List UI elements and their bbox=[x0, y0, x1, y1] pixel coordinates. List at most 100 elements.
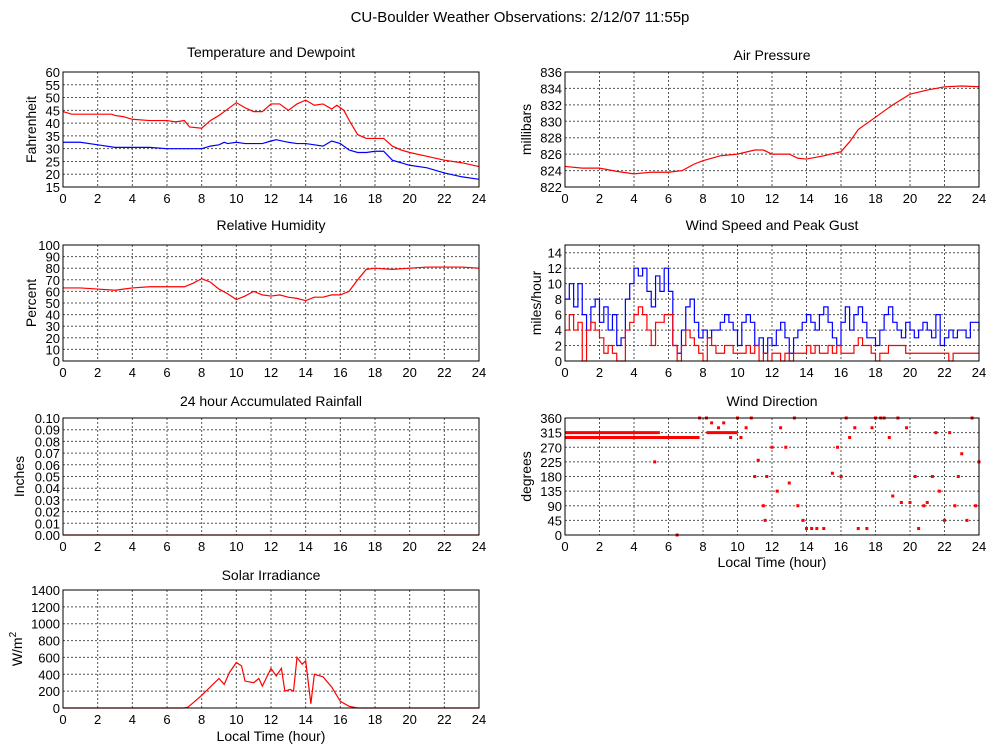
y-tick-label: 0.03 bbox=[35, 493, 60, 508]
data-point bbox=[775, 489, 779, 493]
data-point bbox=[865, 527, 869, 530]
x-tick-label: 24 bbox=[472, 539, 486, 554]
x-tick-label: 10 bbox=[229, 365, 243, 380]
temp-ylabel-text: Fahrenheit bbox=[23, 96, 39, 163]
x-tick-label: 8 bbox=[699, 539, 706, 554]
plot-frame bbox=[564, 71, 980, 188]
data-point bbox=[787, 481, 791, 485]
y-tick-label: 0 bbox=[53, 701, 60, 716]
data-point bbox=[710, 421, 714, 425]
pressure-line bbox=[564, 85, 980, 175]
pressure-ylabel-text: millibars bbox=[518, 104, 534, 155]
wind-panel: Wind Speed and Peak Gustmiles/hour024681… bbox=[528, 217, 986, 380]
x-tick-label: 6 bbox=[163, 712, 170, 727]
page-title: CU-Boulder Weather Observations: 2/12/07… bbox=[351, 9, 690, 26]
data-point bbox=[722, 421, 726, 425]
y-tick-label: 180 bbox=[540, 470, 562, 485]
y-tick-label: 10 bbox=[46, 342, 60, 357]
x-tick-label: 10 bbox=[229, 539, 243, 554]
x-tick-label: 6 bbox=[163, 191, 170, 206]
x-tick-label: 22 bbox=[937, 539, 951, 554]
rain-title: 24 hour Accumulated Rainfall bbox=[180, 393, 362, 409]
y-tick-label: 0.09 bbox=[35, 423, 60, 438]
x-tick-label: 18 bbox=[368, 191, 382, 206]
data-point bbox=[887, 436, 891, 439]
wind-title: Wind Speed and Peak Gust bbox=[686, 217, 859, 233]
y-tick-label: 40 bbox=[46, 116, 60, 131]
y-tick-label: 830 bbox=[540, 114, 562, 129]
x-tick-label: 2 bbox=[94, 539, 101, 554]
y-tick-label: 0.00 bbox=[35, 528, 60, 543]
x-tick-label: 12 bbox=[264, 712, 278, 727]
y-tick-label: 822 bbox=[540, 180, 562, 195]
data-point bbox=[763, 518, 767, 522]
x-tick-label: 20 bbox=[402, 191, 416, 206]
y-tick-label: 135 bbox=[540, 484, 562, 499]
x-tick-label: 20 bbox=[402, 539, 416, 554]
data-point bbox=[761, 504, 765, 508]
data-point bbox=[753, 475, 757, 478]
x-tick-label: 22 bbox=[937, 365, 951, 380]
solar-ylabel-text: W/m bbox=[9, 637, 25, 666]
x-tick-label: 12 bbox=[765, 365, 779, 380]
data-point bbox=[948, 431, 952, 435]
x-tick-label: 4 bbox=[129, 365, 136, 380]
temp-title: Temperature and Dewpoint bbox=[187, 44, 355, 60]
data-point bbox=[925, 501, 929, 504]
y-tick-label: 90 bbox=[548, 499, 562, 514]
rain-ylabel-text: Inches bbox=[11, 456, 27, 497]
temperature-line bbox=[62, 99, 480, 168]
x-tick-label: 14 bbox=[799, 365, 813, 380]
x-tick-label: 0 bbox=[561, 539, 568, 554]
wdir-ylabel-text: degrees bbox=[518, 451, 534, 502]
y-tick-label: 45 bbox=[548, 513, 562, 528]
peak-gust-line bbox=[565, 267, 980, 354]
plot-frame bbox=[62, 71, 480, 188]
x-tick-label: 16 bbox=[333, 365, 347, 380]
y-tick-label: 10 bbox=[548, 277, 562, 292]
x-tick-label: 8 bbox=[198, 539, 205, 554]
y-tick-label: 12 bbox=[548, 261, 562, 276]
x-tick-label: 8 bbox=[699, 191, 706, 206]
x-tick-label: 2 bbox=[596, 191, 603, 206]
x-tick-label: 18 bbox=[368, 539, 382, 554]
x-tick-label: 22 bbox=[437, 191, 451, 206]
y-tick-label: 20 bbox=[46, 167, 60, 182]
data-point bbox=[756, 458, 760, 462]
y-tick-label: 14 bbox=[548, 246, 562, 261]
y-tick-label: 80 bbox=[46, 261, 60, 276]
data-point bbox=[908, 501, 912, 504]
data-point bbox=[856, 527, 860, 530]
pressure-panel: Air Pressuremillibars8228248268288308328… bbox=[518, 47, 986, 206]
y-tick-label: 25 bbox=[46, 154, 60, 169]
x-tick-label: 0 bbox=[59, 539, 66, 554]
data-point bbox=[836, 445, 840, 449]
y-tick-label: 15 bbox=[46, 180, 60, 195]
temp-ylabel: Fahrenheit bbox=[23, 96, 39, 163]
data-point bbox=[830, 471, 834, 475]
x-tick-label: 10 bbox=[730, 365, 744, 380]
data-point bbox=[891, 494, 895, 498]
solar-ylabel: W/m2 bbox=[8, 631, 25, 666]
y-tick-label: 45 bbox=[46, 103, 60, 118]
x-tick-label: 10 bbox=[730, 539, 744, 554]
y-tick-label: 0.10 bbox=[35, 411, 60, 426]
x-tick-label: 6 bbox=[665, 191, 672, 206]
rain-ylabel: Inches bbox=[11, 456, 27, 497]
y-tick-label: 800 bbox=[38, 634, 60, 649]
wdir-title: Wind Direction bbox=[726, 393, 817, 409]
x-tick-label: 20 bbox=[402, 365, 416, 380]
x-tick-label: 4 bbox=[129, 712, 136, 727]
x-tick-label: 14 bbox=[799, 191, 813, 206]
x-tick-label: 18 bbox=[868, 191, 882, 206]
data-point bbox=[956, 475, 960, 478]
y-tick-label: 60 bbox=[46, 65, 60, 80]
pressure-title: Air Pressure bbox=[733, 47, 810, 63]
plot-frame bbox=[62, 589, 480, 709]
wind-speed-line bbox=[565, 306, 979, 362]
x-tick-label: 4 bbox=[129, 191, 136, 206]
y-tick-label: 2 bbox=[555, 339, 562, 354]
data-point bbox=[848, 436, 852, 439]
y-tick-label: 836 bbox=[540, 65, 562, 80]
